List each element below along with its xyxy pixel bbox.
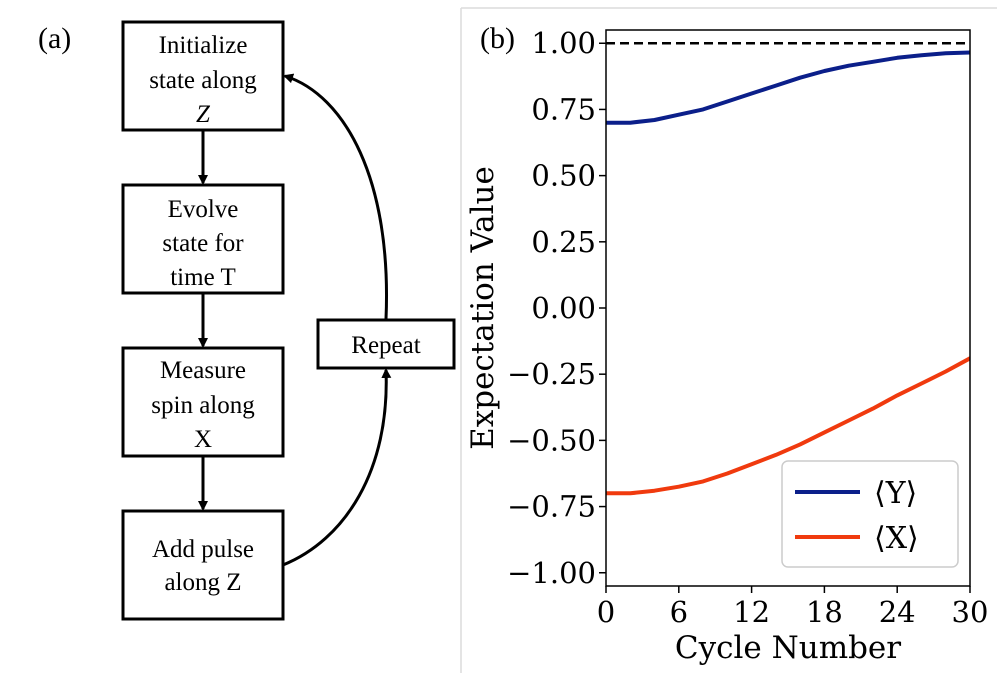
panel-b: (b) 1.00 0.75 0.50 0.25 0.00 −0.25 −0.50 −0.75 −… xyxy=(460,7,997,673)
x-tick-label: 30 xyxy=(952,595,989,629)
add-pulse-line-1: Add pulse xyxy=(152,536,254,563)
panel-a-label: (a) xyxy=(38,22,71,55)
repeat-box: Repeat xyxy=(316,318,456,370)
measure-line-1: Measure xyxy=(160,357,246,384)
add-pulse-box: Add pulse along Z xyxy=(121,509,285,621)
x-tick-label: 12 xyxy=(733,595,770,629)
x-tick-label: 24 xyxy=(879,595,916,629)
evolve-line-3: time T xyxy=(170,264,236,291)
evolve-state-box: Evolve state for time T xyxy=(121,183,285,295)
y-tick-label: −0.75 xyxy=(507,490,596,524)
y-tick-label: −0.25 xyxy=(507,357,596,391)
measure-line-2: spin along xyxy=(151,392,255,419)
y-tick-label: 0.50 xyxy=(531,159,596,193)
repeat-label: Repeat xyxy=(351,332,420,359)
initialize-line-3: Z xyxy=(196,101,211,128)
x-axis-label: Cycle Number xyxy=(675,630,901,666)
y-tick-label: 1.00 xyxy=(531,26,596,60)
series-line-x xyxy=(606,356,970,496)
y-tick-label: 0.25 xyxy=(531,225,596,259)
add-pulse-line-2: along Z xyxy=(164,569,241,596)
series-group xyxy=(606,50,970,496)
measure-spin-box: Measure spin along X xyxy=(121,346,285,458)
legend-entry: ⟨Y⟩ xyxy=(874,476,917,511)
legend-box xyxy=(781,460,959,568)
panel-a: (a) Initialize state along Z Evolve stat… xyxy=(38,20,456,621)
initialize-state-box: Initialize state along Z xyxy=(121,20,285,132)
panel-b-label: (b) xyxy=(480,22,515,55)
measure-line-3: X xyxy=(194,426,212,453)
chart-plot: 1.00 0.75 0.50 0.25 0.00 −0.25 −0.50 −0.75 −1.00… xyxy=(465,26,988,666)
evolve-line-2: state for xyxy=(162,230,244,257)
legend-entry: ⟨X⟩ xyxy=(874,521,919,556)
x-tick-label: 6 xyxy=(670,595,688,629)
y-axis-label: Expectation Value xyxy=(465,166,501,450)
initialize-line-2: state along xyxy=(149,67,257,94)
initialize-line-1: Initialize xyxy=(159,32,248,59)
arrow-repeat-to-init xyxy=(283,73,389,320)
x-tick-label: 18 xyxy=(806,595,843,629)
legend: ⟨Y⟩ ⟨X⟩ xyxy=(781,460,959,568)
evolve-line-1: Evolve xyxy=(168,196,239,223)
y-tick-label: −1.00 xyxy=(507,556,596,590)
series-line-y xyxy=(606,50,970,125)
arrow-pulse-to-repeat xyxy=(282,368,392,567)
y-tick-label: 0.00 xyxy=(531,291,596,325)
x-tick-label: 0 xyxy=(597,595,615,629)
y-tick-label: 0.75 xyxy=(531,92,596,126)
y-tick-label: −0.50 xyxy=(507,423,596,457)
